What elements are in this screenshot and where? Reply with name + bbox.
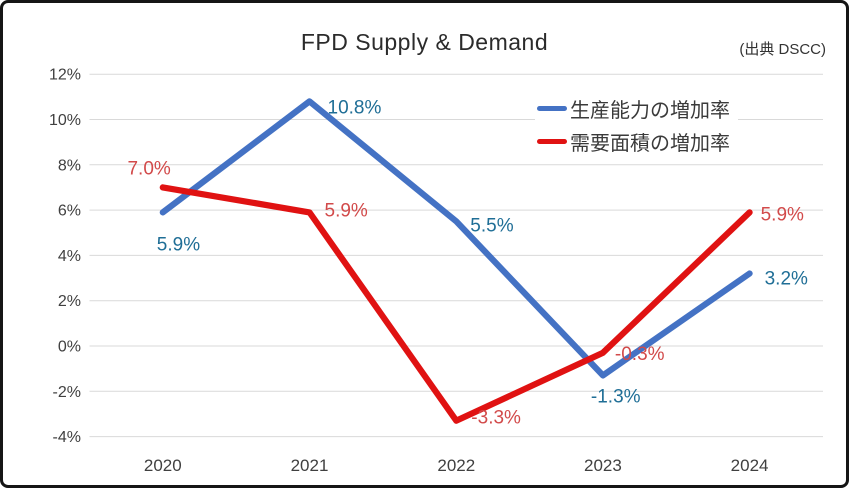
- data-label: 5.9%: [761, 204, 804, 225]
- legend-label-demand: 需要面積の増加率: [570, 133, 730, 155]
- y-axis-tick-label: -2%: [53, 384, 81, 401]
- y-axis-tick-label: 0%: [58, 339, 81, 356]
- legend-item-demand: 需要面積の増加率: [537, 125, 730, 158]
- data-label: 7.0%: [127, 158, 170, 179]
- source-note: (出典 DSCC): [739, 41, 826, 58]
- y-axis-tick-label: 4%: [58, 248, 81, 265]
- y-axis-tick-label: 2%: [58, 293, 81, 310]
- y-axis-tick-label: -4%: [53, 429, 81, 446]
- x-axis-tick-label: 2022: [437, 456, 475, 475]
- x-axis-tick-label: 2020: [144, 456, 182, 475]
- data-label: -0.3%: [615, 344, 665, 365]
- data-label: 3.2%: [765, 269, 808, 290]
- legend-item-capacity: 生産能力の増加率: [537, 92, 730, 125]
- data-label: -3.3%: [471, 408, 521, 429]
- chart-title: FPD Supply & Demand: [300, 29, 549, 55]
- data-label: 5.9%: [325, 200, 368, 221]
- data-label: -1.3%: [591, 386, 641, 407]
- y-axis-tick-label: 8%: [58, 157, 81, 174]
- line-chart-canvas: 12% 10% 8% 6% 4% 2% 0% -2% -4% 2020 2021 2022 2023 20…: [49, 67, 823, 475]
- x-axis-tick-label: 2023: [584, 456, 622, 475]
- demand-series-swatch: [537, 139, 567, 144]
- legend: 生産能力の増加率 需要面積の増加率: [535, 92, 738, 158]
- capacity-series-swatch: [537, 106, 567, 111]
- y-axis-tick-label: 12%: [49, 67, 81, 84]
- y-axis-tick-label: 10%: [49, 112, 81, 129]
- data-label: 10.8%: [328, 97, 382, 118]
- x-axis-tick-label: 2024: [731, 456, 769, 475]
- series-line-1: [159, 184, 753, 424]
- legend-label-capacity: 生産能力の増加率: [570, 100, 730, 122]
- y-axis-tick-label: 6%: [58, 203, 81, 220]
- data-label: 5.5%: [470, 215, 513, 236]
- data-label: 5.9%: [157, 234, 200, 255]
- series-line-0: [159, 98, 753, 379]
- x-axis-tick-label: 2021: [291, 456, 329, 475]
